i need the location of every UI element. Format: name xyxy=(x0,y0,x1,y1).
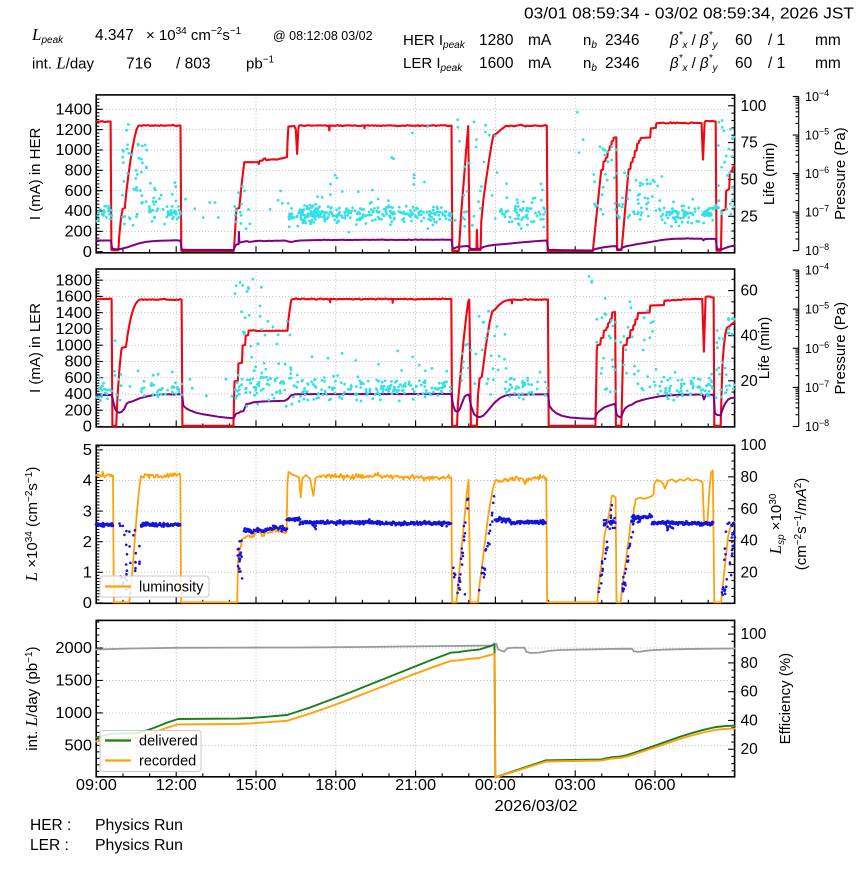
svg-text:× 1034 cm−2s−1: × 1034 cm−2s−1 xyxy=(146,26,242,44)
svg-text:1000: 1000 xyxy=(55,142,92,159)
svg-text:200: 200 xyxy=(65,402,93,419)
svg-text:2: 2 xyxy=(83,534,92,551)
svg-text:800: 800 xyxy=(65,354,93,371)
svg-text:Life (min): Life (min) xyxy=(756,317,773,380)
svg-text:Physics Run: Physics Run xyxy=(95,837,183,854)
svg-text:Lpeak: Lpeak xyxy=(31,25,64,46)
svg-text:LER :: LER : xyxy=(30,837,69,854)
svg-text:500: 500 xyxy=(65,738,93,755)
svg-text:20: 20 xyxy=(741,373,759,390)
svg-text:21:00: 21:00 xyxy=(395,777,436,794)
svg-text:60: 60 xyxy=(735,55,753,72)
svg-text:Life (min): Life (min) xyxy=(761,143,778,206)
svg-text:400: 400 xyxy=(65,203,93,220)
svg-text:4.347: 4.347 xyxy=(95,27,134,44)
svg-text:1600: 1600 xyxy=(55,289,92,306)
svg-text:1200: 1200 xyxy=(55,321,92,338)
svg-text:20: 20 xyxy=(741,741,759,758)
svg-text:mA: mA xyxy=(528,55,552,72)
svg-text:60: 60 xyxy=(741,283,759,300)
svg-text:I (mA) in LER: I (mA) in LER xyxy=(27,303,44,393)
svg-text:1280: 1280 xyxy=(479,32,514,49)
svg-text:int. L/day: int. L/day xyxy=(32,54,95,73)
svg-text:Lsp ×1030: Lsp ×1030 xyxy=(766,493,787,555)
svg-text:1: 1 xyxy=(83,565,92,582)
svg-text:1400: 1400 xyxy=(55,305,92,322)
svg-text:Efficiency (%): Efficiency (%) xyxy=(777,653,794,744)
svg-text:@ 08:12:08 03/02: @ 08:12:08 03/02 xyxy=(273,29,373,43)
svg-text:716: 716 xyxy=(126,56,152,73)
svg-text:L ×1034 (cm−2s−1): L ×1034 (cm−2s−1) xyxy=(22,467,41,583)
svg-text:0: 0 xyxy=(83,419,93,436)
svg-text:1800: 1800 xyxy=(55,272,92,289)
svg-text:2026/03/02: 2026/03/02 xyxy=(495,798,578,815)
svg-text:100: 100 xyxy=(741,98,767,115)
svg-text:1600: 1600 xyxy=(479,55,514,72)
svg-text:1000: 1000 xyxy=(55,705,92,722)
svg-text:3: 3 xyxy=(83,503,92,520)
svg-text:delivered: delivered xyxy=(139,734,198,750)
svg-text:I (mA) in HER: I (mA) in HER xyxy=(27,127,44,220)
svg-text:15:00: 15:00 xyxy=(236,777,277,794)
svg-text:1500: 1500 xyxy=(55,673,92,690)
svg-text:mm: mm xyxy=(815,55,841,72)
svg-text:40: 40 xyxy=(741,712,759,729)
svg-text:00:00: 00:00 xyxy=(475,777,516,794)
svg-text:80: 80 xyxy=(741,655,759,672)
svg-text:(cm−2s−1/mA2): (cm−2s−1/mA2) xyxy=(793,478,810,571)
svg-text:mA: mA xyxy=(528,32,552,49)
svg-text:2000: 2000 xyxy=(55,640,92,657)
svg-text:/ 803: / 803 xyxy=(176,56,210,73)
svg-text:luminosity: luminosity xyxy=(139,580,204,596)
svg-text:60: 60 xyxy=(741,501,759,518)
svg-text:4: 4 xyxy=(83,473,93,490)
svg-text:60: 60 xyxy=(741,684,759,701)
svg-text:40: 40 xyxy=(741,533,759,550)
svg-text:2346: 2346 xyxy=(605,32,639,49)
svg-text:Pressure (Pa): Pressure (Pa) xyxy=(832,127,849,220)
svg-text:25: 25 xyxy=(741,208,758,225)
svg-text:recorded: recorded xyxy=(139,754,196,770)
svg-text:/ 1: / 1 xyxy=(768,55,785,72)
svg-text:20: 20 xyxy=(741,565,759,582)
svg-text:400: 400 xyxy=(65,386,93,403)
svg-text:12:00: 12:00 xyxy=(156,777,197,794)
svg-text:800: 800 xyxy=(65,163,93,180)
svg-text:1200: 1200 xyxy=(55,122,92,139)
svg-text:1400: 1400 xyxy=(55,102,92,119)
svg-text:03/01 08:59:34 - 03/02 08:59:3: 03/01 08:59:34 - 03/02 08:59:34, 2026 JS… xyxy=(524,6,855,23)
svg-text:600: 600 xyxy=(65,370,93,387)
svg-text:09:00: 09:00 xyxy=(76,777,117,794)
svg-text:600: 600 xyxy=(65,183,93,200)
svg-text:60: 60 xyxy=(735,32,753,49)
svg-text:int. L/day (pb−1): int. L/day (pb−1) xyxy=(22,646,41,750)
svg-text:HER :: HER : xyxy=(30,817,71,834)
svg-text:5: 5 xyxy=(83,442,92,459)
svg-text:40: 40 xyxy=(741,328,759,345)
svg-text:0: 0 xyxy=(83,595,93,612)
svg-text:06:00: 06:00 xyxy=(635,777,676,794)
svg-text:80: 80 xyxy=(741,469,759,486)
svg-text:0: 0 xyxy=(83,244,93,261)
svg-text:75: 75 xyxy=(741,135,758,152)
svg-text:18:00: 18:00 xyxy=(315,777,356,794)
svg-text:03:00: 03:00 xyxy=(555,777,596,794)
svg-text:1000: 1000 xyxy=(55,337,92,354)
svg-text:2346: 2346 xyxy=(605,55,639,72)
svg-text:100: 100 xyxy=(741,437,767,454)
svg-text:100: 100 xyxy=(741,626,767,643)
svg-text:/ 1: / 1 xyxy=(768,32,785,49)
svg-text:Pressure (Pa): Pressure (Pa) xyxy=(832,302,849,395)
svg-text:Physics Run: Physics Run xyxy=(95,817,183,834)
svg-text:50: 50 xyxy=(741,171,759,188)
svg-text:200: 200 xyxy=(65,224,93,241)
svg-text:mm: mm xyxy=(815,32,841,49)
